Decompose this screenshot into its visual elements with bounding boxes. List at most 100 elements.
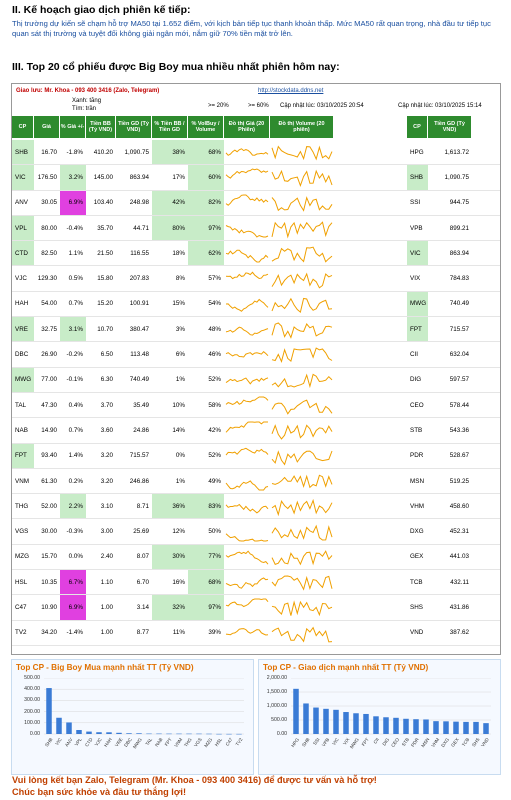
bar-DXG[interactable] — [443, 721, 449, 734]
table-row[interactable]: DBC 26.90 -0.2% 6.50 113.48 6% 46% CII 632.04 — [12, 342, 500, 368]
table-row[interactable]: SHB 16.70 -1.8% 410.20 1,090.75 38% 68% HPG 1,61… — [12, 140, 500, 166]
cell-bbpct: 32% — [152, 595, 188, 620]
cell-bbpct: 8% — [175, 275, 185, 283]
table-row[interactable]: TV2 34.20 -1.4% 1.00 8.77 11% 39% VND 387.62 — [12, 621, 500, 646]
stockdata-link[interactable]: http://stockdata.ddns.net — [258, 88, 324, 94]
cell-bb: 3.60 — [100, 426, 113, 434]
cell-cp2: CEO — [410, 401, 424, 409]
cell-chg: 0.2% — [68, 477, 83, 485]
volume-sparkline — [271, 246, 333, 263]
bar-SHS[interactable] — [473, 721, 479, 734]
bar-VHM[interactable] — [433, 721, 439, 734]
table-row[interactable]: VRE 32.75 3.1% 10.70 380.47 3% 48% FPT 715.57 — [12, 317, 500, 343]
cell-cp: THG — [15, 502, 29, 510]
bar-SSI[interactable] — [313, 707, 319, 734]
bar-NAB[interactable] — [156, 733, 162, 735]
bar-HPG[interactable] — [293, 688, 299, 734]
table-row[interactable]: FPT 93.40 1.4% 3.20 715.57 0% 52% PDR 528.67 — [12, 443, 500, 469]
cell-gd: 44.71 — [133, 224, 149, 232]
bar-FPT[interactable] — [166, 733, 172, 735]
cell-bb: 1.00 — [100, 604, 113, 612]
table-row[interactable]: HAH 54.00 0.7% 15.20 100.91 15% 54% MWG 740.49 — [12, 291, 500, 318]
bar-VIC[interactable] — [333, 709, 339, 734]
header-8: Đồ thị Volume (20 phiên) — [270, 116, 334, 138]
cell-bb: 6.30 — [100, 376, 113, 384]
bar-GEX[interactable] — [453, 721, 459, 734]
bar-DBC[interactable] — [126, 733, 132, 734]
cell-gd2: 944.75 — [449, 199, 469, 207]
cell-cp2: TCB — [410, 578, 423, 586]
x-tick-label: SSI — [311, 737, 321, 746]
bar-PDR[interactable] — [413, 719, 419, 734]
cell-bbpct: 36% — [152, 494, 188, 519]
bar-VJC[interactable] — [96, 732, 102, 734]
table-row[interactable]: MZG 15.70 0.0% 2.40 8.07 30% 77% GEX 441.03 — [12, 544, 500, 571]
x-tick-label: CTD — [83, 737, 94, 748]
bar-VIC[interactable] — [56, 717, 62, 734]
cell-chg: -1.8% — [66, 148, 83, 156]
price-sparkline — [225, 326, 269, 336]
bar-MSN[interactable] — [423, 719, 429, 734]
bar-CTD[interactable] — [86, 731, 92, 734]
cell-cp2: CII — [410, 351, 419, 359]
bar-VNM[interactable] — [176, 733, 182, 735]
bar-chart-plot — [44, 678, 244, 735]
bar-FPT[interactable] — [363, 713, 369, 734]
bar-ANV[interactable] — [66, 722, 72, 734]
bar-SHB[interactable] — [46, 688, 52, 734]
bar-VGS[interactable] — [196, 733, 202, 735]
cell-cp: VRE — [12, 317, 34, 342]
bar-MWG[interactable] — [353, 713, 359, 734]
x-tick-label: HPG — [290, 737, 301, 749]
table-row[interactable]: C47 10.90 6.9% 1.00 3.14 32% 97% SHS 431.86 — [12, 595, 500, 621]
cell-gd: 248.98 — [129, 199, 149, 207]
bar-TAL[interactable] — [146, 733, 152, 735]
table-row[interactable]: MWG 77.00 -0.1% 6.30 740.49 1% 52% DIG 597.57 — [12, 367, 500, 393]
table-row[interactable]: VJC 129.30 0.5% 15.80 207.83 8% 57% VIX 784.83 — [12, 267, 500, 292]
bar-MWG[interactable] — [136, 733, 142, 734]
cell-bb: 3.70 — [100, 401, 113, 409]
bar-C47[interactable] — [226, 733, 232, 735]
x-tick-label: CII — [372, 737, 381, 745]
bar-HAH[interactable] — [106, 732, 112, 734]
x-tick-label: MZG — [203, 737, 214, 749]
table-row[interactable]: VNM 61.30 0.2% 3.20 246.86 1% 49% MSN 519.25 — [12, 469, 500, 495]
table-row[interactable]: VGS 30.00 -0.3% 3.00 25.69 12% 50% DXG 452.31 — [12, 520, 500, 545]
table-row[interactable]: HSL 10.35 6.7% 1.10 6.70 16% 68% TCB 432.11 — [12, 570, 500, 596]
volume-sparkline — [271, 549, 333, 566]
bar-MZG[interactable] — [206, 733, 212, 735]
bar-STB[interactable] — [403, 718, 409, 734]
table-row[interactable]: VIC 176.50 3.2% 145.00 863.94 17% 60% SHB 1,090.… — [12, 165, 500, 191]
bar-TCB[interactable] — [463, 721, 469, 734]
cell-gd2: 1,090.75 — [444, 173, 469, 181]
table-row[interactable]: ANV 30.05 6.9% 103.40 248.98 42% 82% SSI 944.75 — [12, 190, 500, 216]
table-row[interactable]: VPL 80.00 -0.4% 35.70 44.71 80% 97% VPB 899.21 — [12, 215, 500, 242]
cell-cp2: VIX — [410, 275, 421, 283]
bar-SHB[interactable] — [303, 703, 309, 734]
bar-CEO[interactable] — [393, 717, 399, 734]
cell-bbpct: 11% — [172, 629, 185, 637]
bar-CII[interactable] — [373, 716, 379, 734]
x-tick-label: ANV — [63, 737, 74, 748]
table-row[interactable]: CTD 82.50 1.1% 21.50 116.55 18% 62% VIC 863.94 — [12, 241, 500, 267]
header-4: Tiền GD (Tỷ VND) — [116, 116, 152, 138]
cell-gd: 8.71 — [136, 502, 149, 510]
bar-TV2[interactable] — [236, 733, 242, 735]
table-row[interactable]: THG 52.00 2.2% 3.10 8.71 36% 83% VHM 458.60 — [12, 494, 500, 520]
cell-price: 129.30 — [37, 275, 57, 283]
bar-VIX[interactable] — [343, 712, 349, 734]
table-row[interactable]: TAL 47.30 0.4% 3.70 35.49 10% 58% CEO 578.44 — [12, 393, 500, 419]
bar-HSL[interactable] — [216, 733, 222, 735]
bar-VRE[interactable] — [116, 732, 122, 734]
x-tick-label: VGS — [193, 737, 204, 748]
bar-THG[interactable] — [186, 733, 192, 735]
bar-DIG[interactable] — [383, 717, 389, 734]
table-row[interactable]: NAB 14.90 0.7% 3.60 24.86 14% 42% STB 543.36 — [12, 418, 500, 444]
x-tick-label: SHB — [300, 737, 311, 748]
bar-VPL[interactable] — [76, 730, 82, 734]
bar-VPB[interactable] — [323, 708, 329, 734]
cell-cp: DBC — [15, 351, 29, 359]
bar-VND[interactable] — [483, 723, 489, 734]
cell-gd2: 740.49 — [449, 300, 469, 308]
cell-bb: 3.00 — [100, 528, 113, 536]
